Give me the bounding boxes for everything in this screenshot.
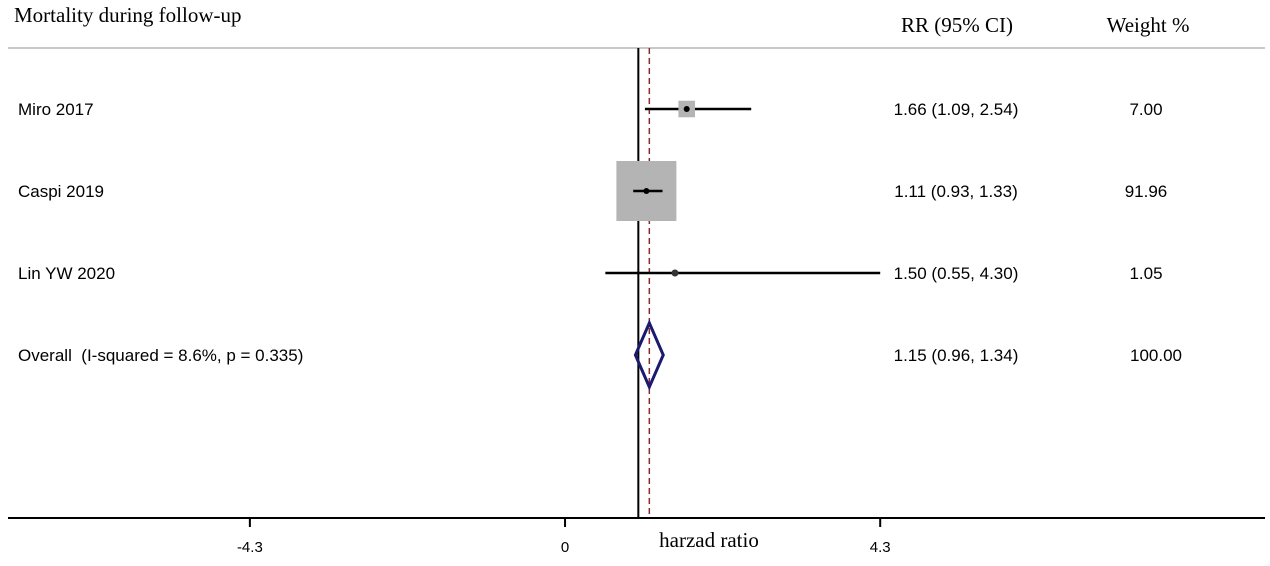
rr-ci-value: 1.50 (0.55, 4.30) [894, 264, 1019, 283]
study-row-lin-yw-2020: Lin YW 2020 1.50 (0.55, 4.30) 1.05 [18, 264, 1163, 283]
overall-label: Overall (I-squared = 8.6%, p = 0.335) [18, 346, 303, 365]
weight-value: 7.00 [1129, 100, 1162, 119]
tick-label: 0 [561, 539, 569, 556]
point-estimate [683, 106, 690, 112]
overall-diamond [633, 319, 665, 391]
study-label: Caspi 2019 [18, 182, 104, 201]
tick-label: 4.3 [870, 539, 891, 556]
study-row-caspi-2019: Caspi 2019 1.11 (0.93, 1.33) 91.96 [18, 161, 1167, 221]
study-label: Miro 2017 [18, 100, 94, 119]
tick-label: -4.3 [237, 539, 263, 556]
point-estimate [671, 269, 679, 277]
chart-title: Mortality during follow-up [14, 3, 241, 27]
study-label: Lin YW 2020 [18, 264, 115, 283]
weight-value: 1.05 [1129, 264, 1162, 283]
weight-value: 91.96 [1125, 182, 1168, 201]
overall-rr-ci-value: 1.15 (0.96, 1.34) [894, 346, 1019, 365]
x-tick-4-3: 4.3 [870, 518, 891, 556]
overall-weight-value: 100.00 [1130, 346, 1182, 365]
overall-row: Overall (I-squared = 8.6%, p = 0.335) 1.… [18, 319, 1182, 391]
x-tick-neg-4-3: -4.3 [237, 518, 263, 556]
point-estimate [643, 188, 650, 194]
x-tick-0: 0 [561, 518, 569, 556]
rr-ci-value: 1.66 (1.09, 2.54) [894, 100, 1019, 119]
weight-column-header: Weight % [1107, 13, 1190, 37]
rr-ci-value: 1.11 (0.93, 1.33) [894, 182, 1018, 201]
study-row-miro-2017: Miro 2017 1.66 (1.09, 2.54) 7.00 [18, 100, 1163, 119]
x-axis-label: harzad ratio [659, 528, 759, 552]
rr-column-header: RR (95% CI) [901, 13, 1013, 37]
